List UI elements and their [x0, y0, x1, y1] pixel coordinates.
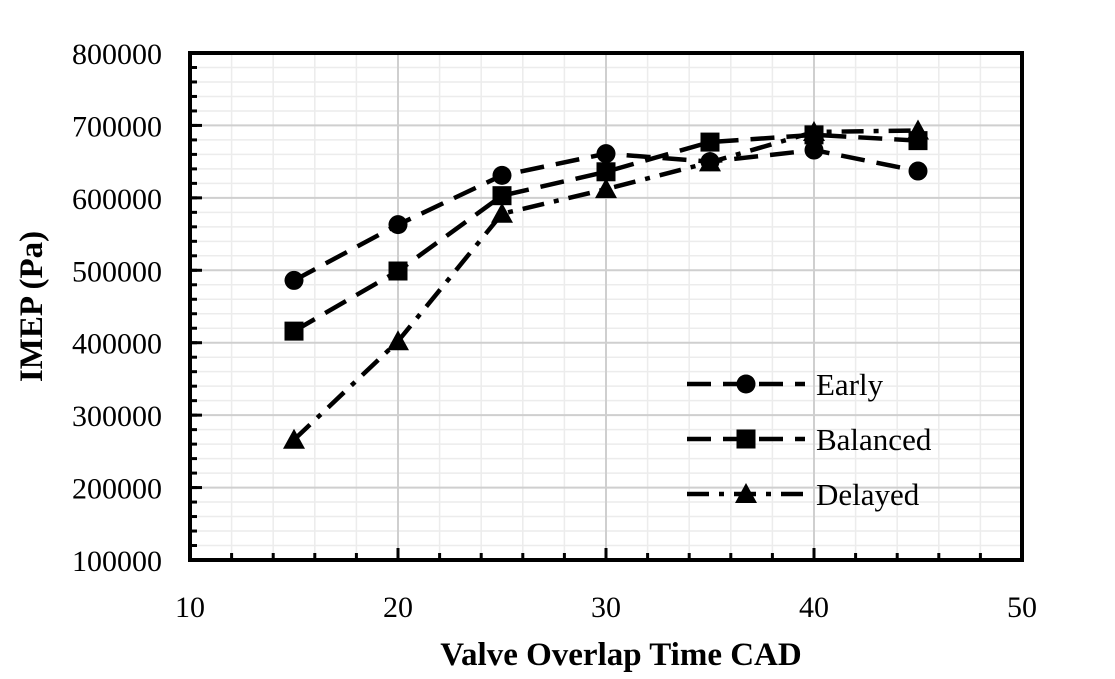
x-tick-label: 40	[799, 591, 829, 624]
legend-label-balanced: Balanced	[816, 422, 932, 457]
legend-item-balanced: Balanced	[687, 422, 932, 457]
legend-item-delayed: Delayed	[687, 477, 920, 512]
legend: Early Balanced Delayed	[687, 367, 932, 512]
data-point-balanced	[596, 162, 616, 182]
axis-ticks: 10 20 30 40 50 100000 200000 300000 400000 500000…	[72, 38, 1037, 624]
data-point-early	[804, 140, 824, 160]
data-point-balanced	[388, 261, 408, 281]
series-layer	[283, 119, 929, 449]
x-tick-label: 30	[591, 591, 621, 624]
data-point-balanced	[492, 186, 512, 206]
y-axis-title: IMEP (Pa)	[14, 231, 50, 382]
data-point-delayed	[803, 120, 825, 141]
data-point-balanced	[700, 132, 720, 152]
y-tick-label: 700000	[72, 110, 162, 143]
legend-label-delayed: Delayed	[816, 477, 920, 512]
y-tick-label: 400000	[72, 328, 162, 361]
legend-item-early: Early	[687, 367, 884, 402]
data-point-balanced	[284, 321, 304, 341]
data-point-delayed	[907, 119, 929, 140]
y-tick-label: 100000	[72, 545, 162, 578]
data-point-delayed	[491, 202, 513, 223]
data-point-delayed	[595, 178, 617, 199]
legend-marker-delayed	[735, 483, 757, 503]
y-tick-label: 500000	[72, 255, 162, 288]
data-point-early	[284, 270, 304, 290]
data-point-early	[388, 215, 408, 235]
legend-marker-balanced	[736, 429, 756, 449]
x-tick-label: 10	[175, 591, 205, 624]
data-point-delayed	[387, 330, 409, 351]
data-point-early	[908, 161, 928, 181]
legend-label-early: Early	[816, 367, 884, 402]
x-tick-label: 50	[1007, 591, 1037, 624]
data-point-delayed	[699, 151, 721, 172]
y-tick-label: 200000	[72, 473, 162, 506]
data-point-early	[596, 144, 616, 164]
y-tick-label: 800000	[72, 38, 162, 71]
data-point-delayed	[283, 428, 305, 449]
grid	[190, 53, 1022, 560]
data-point-early	[492, 165, 512, 185]
series-delayed	[283, 119, 929, 449]
x-tick-label: 20	[383, 591, 413, 624]
y-tick-label: 300000	[72, 400, 162, 433]
x-axis-title: Valve Overlap Time CAD	[440, 637, 801, 673]
legend-marker-early	[736, 374, 756, 394]
y-tick-label: 600000	[72, 183, 162, 216]
